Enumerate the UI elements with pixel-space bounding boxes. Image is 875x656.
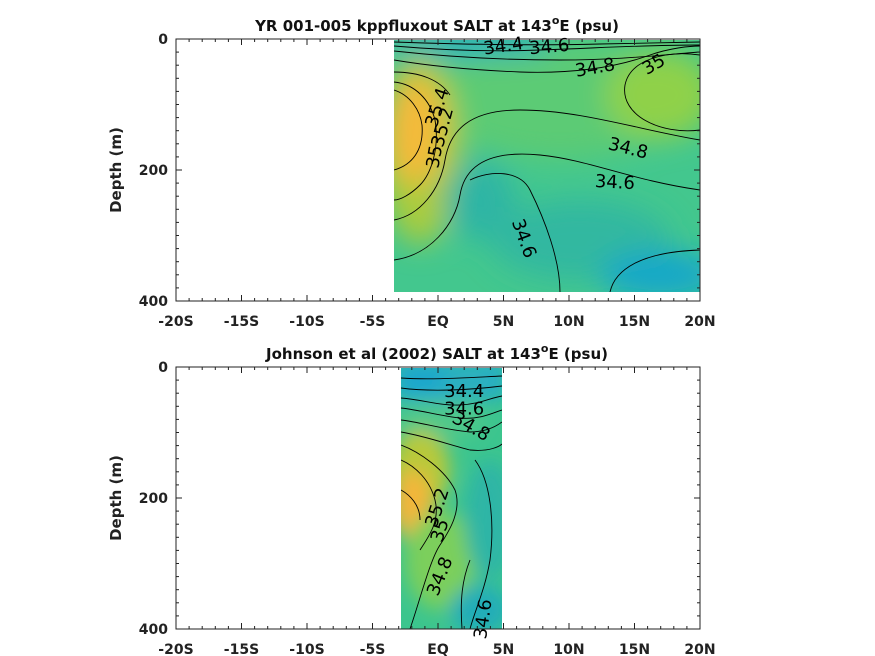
x-tick-label: EQ xyxy=(427,642,449,656)
x-tick-label: -10S xyxy=(289,314,324,330)
y-tick-label: 0 xyxy=(158,32,168,48)
y-tick-label: 0 xyxy=(158,360,168,376)
contour-label: 34.6 xyxy=(528,35,570,59)
x-tick-label: -10S xyxy=(289,642,324,656)
y-tick-label: 200 xyxy=(139,163,168,179)
contour-label: 34.6 xyxy=(444,399,484,420)
x-tick-label: -15S xyxy=(224,642,259,656)
panel-observed-salinity-field xyxy=(401,368,502,629)
contour-label: 34.4 xyxy=(444,381,484,402)
x-tick-label: -15S xyxy=(224,314,259,330)
x-tick-label: 5N xyxy=(493,314,514,330)
y-tick-label: 400 xyxy=(139,622,168,638)
panel-model-x-tick-labels: -20S -15S -10S -5S EQ 5N 10N 15N 20N xyxy=(158,314,715,330)
x-tick-label: 20N xyxy=(684,314,715,330)
panel-observed-y-tick-labels: 0 200 400 xyxy=(139,360,168,638)
panel-observed-ylabel: Depth (m) xyxy=(107,455,125,541)
x-tick-label: EQ xyxy=(427,314,449,330)
contour-label: 35 xyxy=(423,144,448,170)
x-tick-label: -5S xyxy=(360,314,386,330)
x-tick-label: 10N xyxy=(553,314,584,330)
panel-observed: Johnson et al (2002) SALT at 143oE (psu) xyxy=(107,342,716,656)
panel-observed-ticks xyxy=(175,366,701,630)
panel-observed-axes xyxy=(175,366,701,630)
x-tick-label: -20S xyxy=(158,642,193,656)
panel-model-ticks xyxy=(175,38,701,302)
panel-observed-title: Johnson et al (2002) SALT at 143oE (psu) xyxy=(265,342,608,363)
x-tick-label: -20S xyxy=(158,314,193,330)
panel-model-ylabel: Depth (m) xyxy=(107,127,125,213)
panel-model-contours xyxy=(394,41,700,292)
x-tick-label: -5S xyxy=(360,642,386,656)
panel-model-title: YR 001-005 kppfluxout SALT at 143oE (psu… xyxy=(254,14,619,35)
x-tick-label: 15N xyxy=(619,314,650,330)
contour-label: 34.6 xyxy=(470,598,496,641)
panel-model-salinity-field xyxy=(394,40,700,292)
x-tick-label: 10N xyxy=(553,642,584,656)
panel-observed-x-tick-labels: -20S -15S -10S -5S EQ 5N 10N 15N 20N xyxy=(158,642,715,656)
panel-model: YR 001-005 kppfluxout SALT at 143oE (psu… xyxy=(107,14,716,330)
y-tick-label: 200 xyxy=(139,491,168,507)
x-tick-label: 5N xyxy=(493,642,514,656)
contour-label: 34.6 xyxy=(594,171,635,194)
x-tick-label: 20N xyxy=(684,642,715,656)
panel-model-y-tick-labels: 0 200 400 xyxy=(139,32,168,310)
x-tick-label: 15N xyxy=(619,642,650,656)
panel-model-axes xyxy=(175,38,701,302)
panel-observed-contours xyxy=(401,375,502,629)
y-tick-label: 400 xyxy=(139,294,168,310)
